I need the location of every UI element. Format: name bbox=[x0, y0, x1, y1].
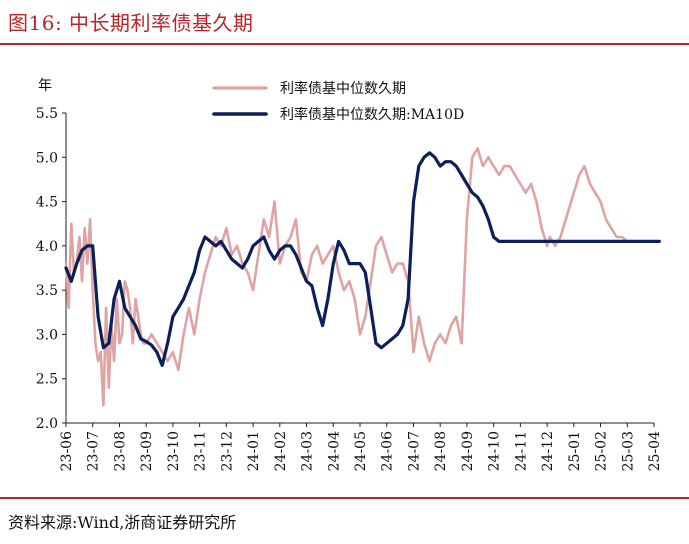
y-tick-label: 4.5 bbox=[36, 195, 58, 211]
chart-axes: 年 2.0 2.5 3.0 3.5 4.0 4.5 5.0 5.5 23-06 23-07 23-08… bbox=[36, 78, 663, 471]
x-tick-label: 23-06 bbox=[59, 431, 75, 471]
series-layer bbox=[64, 147, 661, 407]
x-tick-label: 24-07 bbox=[406, 431, 422, 471]
x-tick-label: 25-04 bbox=[647, 431, 663, 471]
legend-label-duration: 利率债基中位数久期 bbox=[280, 80, 406, 97]
y-tick-label: 3.5 bbox=[36, 283, 58, 299]
x-tick-label: 25-03 bbox=[620, 431, 636, 471]
series-line-duration bbox=[64, 147, 661, 407]
line-chart: 年 2.0 2.5 3.0 3.5 4.0 4.5 5.0 5.5 23-06 23-07 23-08… bbox=[36, 78, 663, 471]
x-tick-label: 25-02 bbox=[594, 431, 610, 471]
x-tick-label: 24-02 bbox=[273, 431, 289, 471]
x-tick-label: 23-07 bbox=[86, 431, 102, 471]
x-tick-label: 24-04 bbox=[326, 431, 342, 471]
x-tick-label: 24-05 bbox=[353, 431, 369, 471]
y-tick-label: 5.5 bbox=[36, 106, 58, 122]
x-tick-label: 24-11 bbox=[513, 431, 529, 471]
y-tick-label: 2.5 bbox=[36, 372, 58, 388]
x-tick-label: 23-11 bbox=[193, 431, 209, 471]
top-rule bbox=[0, 43, 689, 45]
series-line-ma10d bbox=[64, 151, 661, 367]
x-tick-label: 24-06 bbox=[380, 431, 396, 471]
x-tick-label: 24-01 bbox=[246, 431, 262, 471]
x-tick-label: 25-01 bbox=[567, 431, 583, 471]
x-tick-label: 23-12 bbox=[219, 431, 235, 471]
x-tick-label: 23-09 bbox=[139, 431, 155, 471]
legend-label-ma10d: 利率债基中位数久期:MA10D bbox=[280, 106, 464, 123]
x-tick-label: 24-10 bbox=[487, 431, 503, 471]
source-note: 资料来源:Wind,浙商证券研究所 bbox=[8, 513, 237, 532]
x-tick-label: 24-08 bbox=[433, 431, 449, 471]
x-tick-label: 23-08 bbox=[112, 431, 128, 471]
x-tick-label: 24-09 bbox=[460, 431, 476, 471]
x-tick-label: 23-10 bbox=[166, 431, 182, 471]
y-tick-label: 5.0 bbox=[36, 150, 58, 166]
x-tick-label: 24-03 bbox=[300, 431, 316, 471]
y-tick-label: 3.0 bbox=[36, 327, 58, 343]
figure-header: 图16: 中长期利率债基久期 bbox=[0, 0, 689, 44]
y-tick-label: 2.0 bbox=[36, 416, 58, 432]
x-tick-label: 24-12 bbox=[540, 431, 556, 471]
y-tick-label: 4.0 bbox=[36, 239, 58, 255]
y-axis-label: 年 bbox=[38, 78, 52, 94]
bottom-rule bbox=[0, 497, 689, 499]
figure-title: 图16: 中长期利率债基久期 bbox=[8, 11, 254, 35]
